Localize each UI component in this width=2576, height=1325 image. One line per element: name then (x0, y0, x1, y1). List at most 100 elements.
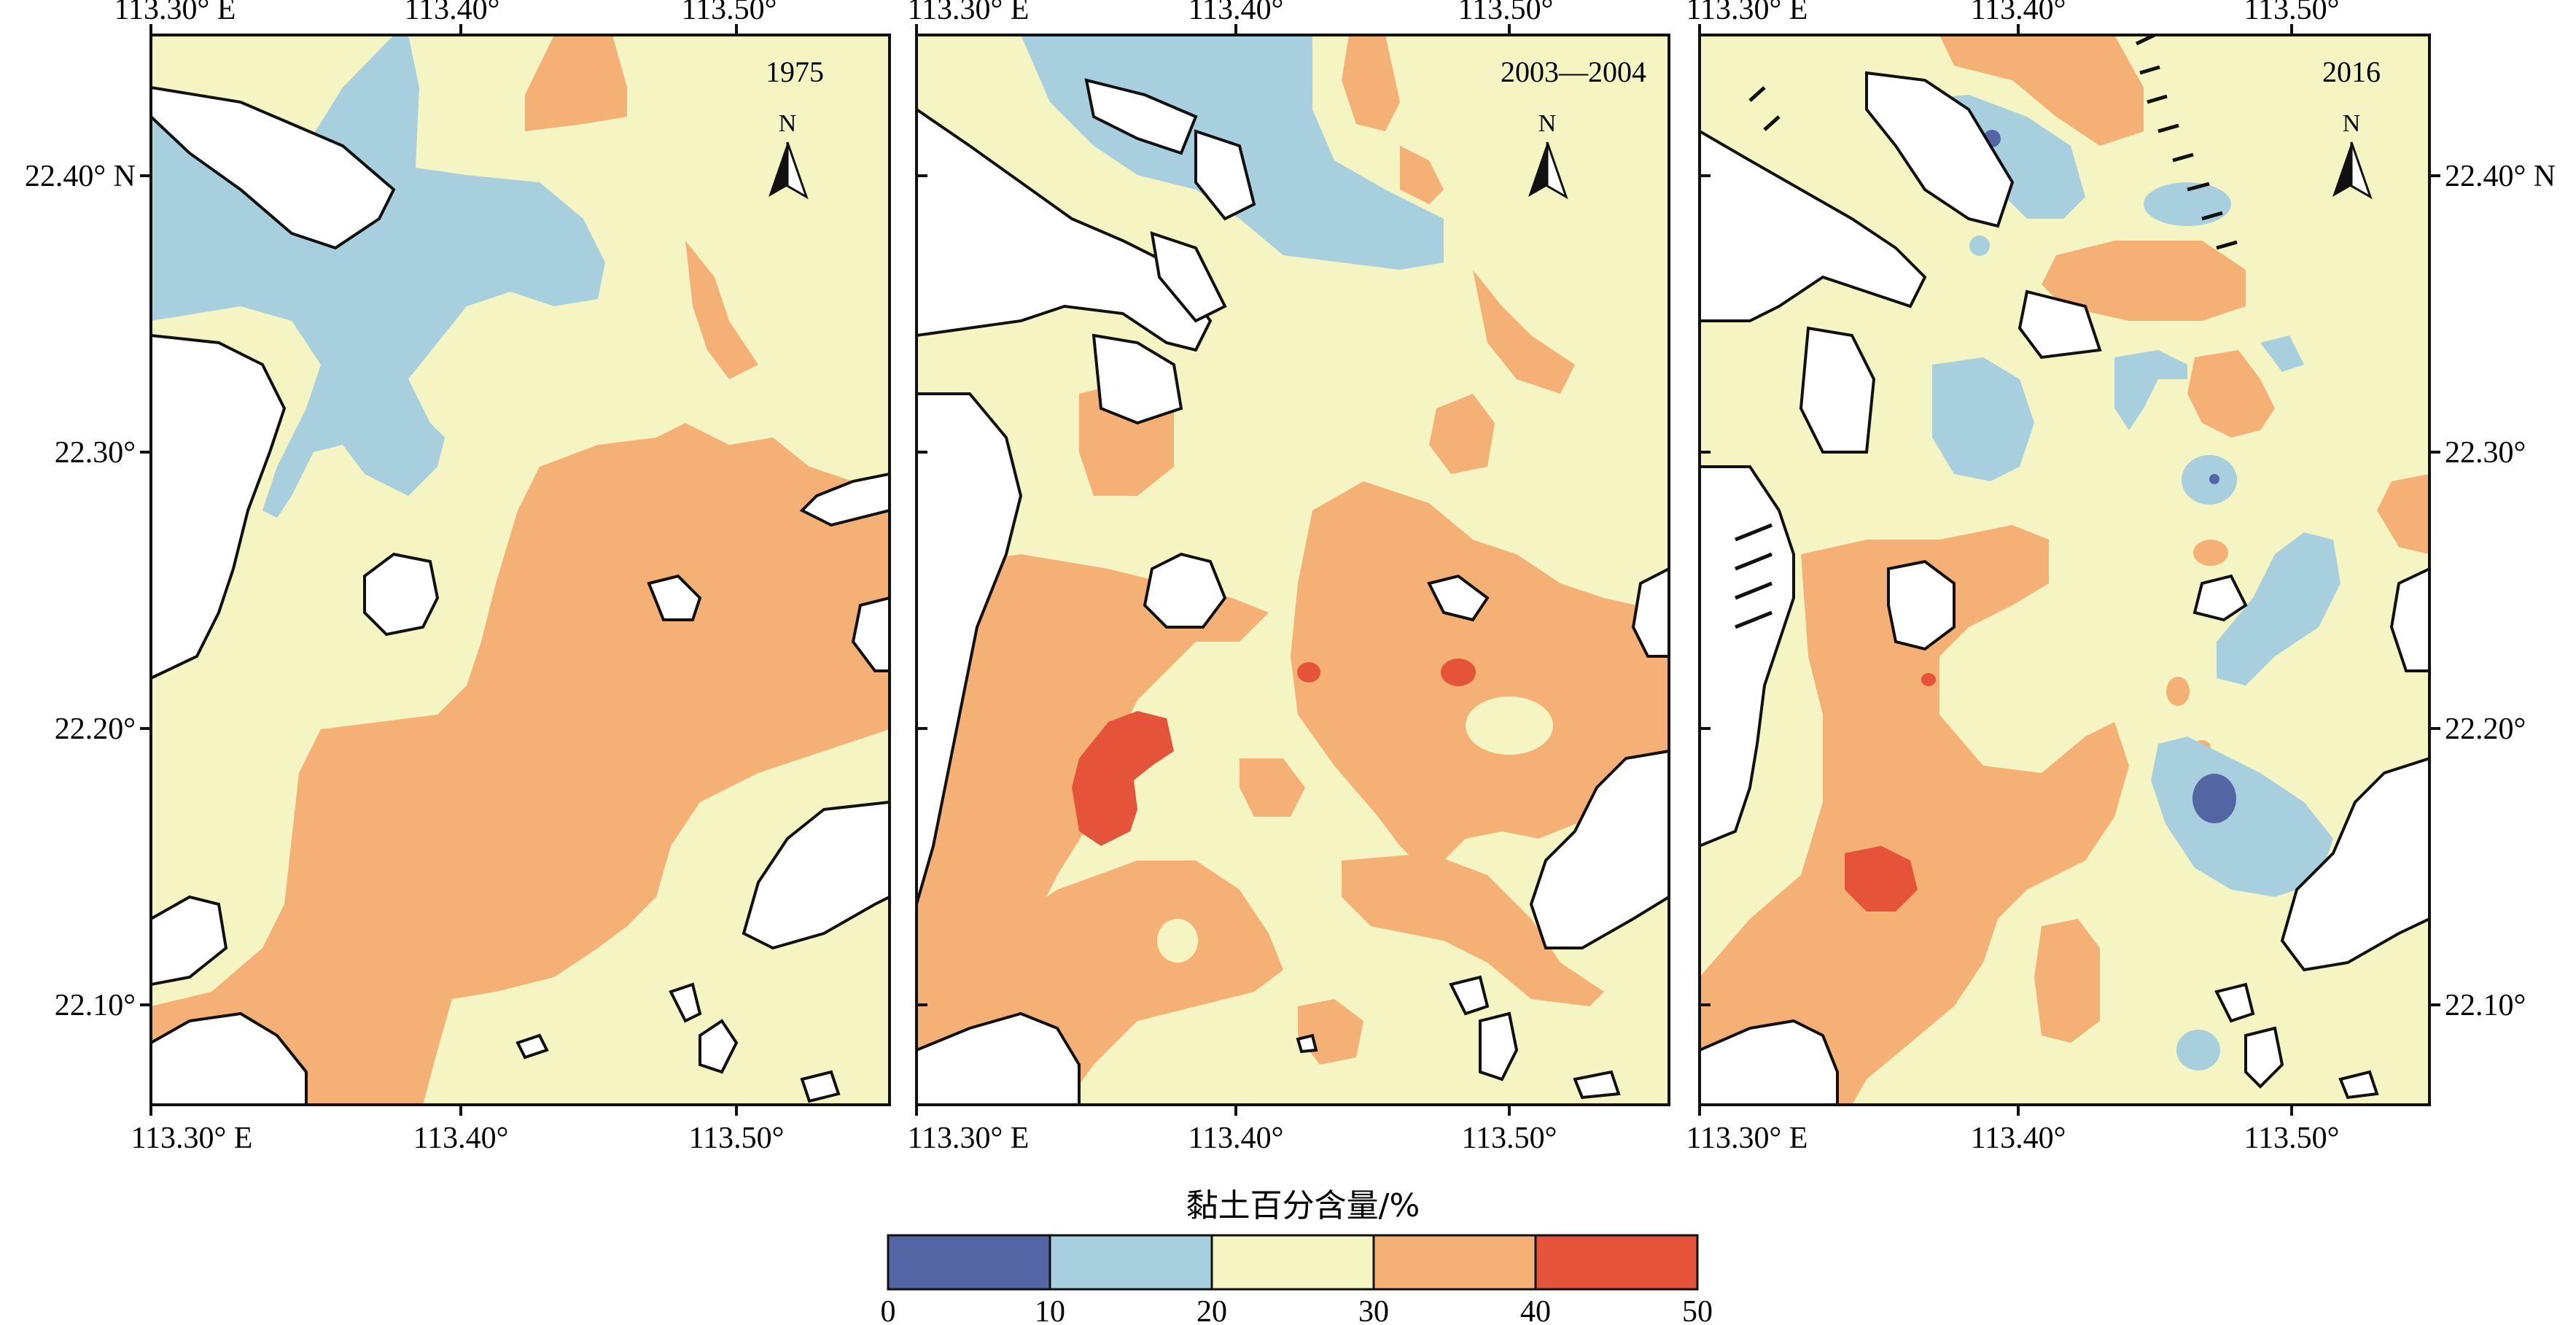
legend-tick-label: 30 (1358, 1295, 1389, 1325)
land-island (1865, 71, 2015, 228)
clay-30-40-zone (1400, 146, 1444, 204)
land-island (2338, 1070, 2379, 1100)
lon-label: 113.50° (689, 1122, 785, 1155)
land-island (1449, 975, 1490, 1016)
lon-label: 113.50° (2244, 0, 2340, 26)
legend-swatch-30-40 (1372, 1234, 1537, 1291)
panel-frame (1698, 34, 2431, 1106)
clay-10-20-zone (151, 35, 605, 518)
legend-tick-label: 40 (1520, 1295, 1551, 1325)
clay-30-40-zone (685, 241, 758, 379)
map-panel-2003-2004: 2003—2004 N (915, 34, 1670, 1106)
land-west-coast (151, 1011, 308, 1105)
axis-ticks (140, 24, 2440, 1116)
land-west-coast (151, 85, 396, 250)
lon-label: 113.50° (2244, 1122, 2340, 1155)
clay-30-40-zone (1473, 270, 1575, 394)
lon-label: 113.30° E (1686, 1122, 1808, 1155)
land-island (2017, 290, 2102, 360)
lon-label: 113.40° (405, 0, 500, 26)
legend: 黏土百分含量/% 0 10 20 30 40 50 (881, 1187, 1713, 1325)
land-east-coast (2389, 567, 2429, 672)
lat-label: 22.40° N (2445, 160, 2556, 193)
clay-30-40-zone (1291, 481, 1669, 875)
land-island (1194, 129, 1256, 221)
land-east-coast (799, 472, 890, 527)
lon-labels-top: 113.30° E 113.40° 113.50° 113.30° E 113.… (114, 0, 2340, 26)
panel-frame (915, 34, 1670, 1106)
legend-tick-label: 10 (1035, 1295, 1065, 1325)
clay-10-20-zone (2260, 335, 2304, 372)
clay-30-40-zone (525, 35, 627, 131)
lat-label: 22.40° N (25, 160, 136, 193)
clay-40-50-zone (1845, 846, 1918, 912)
clay-40-50-zone (1072, 711, 1174, 846)
panel-label: 2016 (2322, 55, 2381, 88)
lon-label: 113.30° E (114, 0, 236, 26)
north-arrow-icon (786, 141, 809, 200)
legend-swatch-40-50 (1534, 1234, 1699, 1291)
lon-labels-bottom: 113.30° E 113.40° 113.50° 113.30° E 113.… (131, 1122, 2340, 1155)
lat-labels-left: 22.40° N 22.30° 22.20° 22.10° (25, 160, 136, 1022)
land-east-coast (742, 800, 890, 950)
clay-20-30-zone (1157, 919, 1198, 963)
clay-30-40-zone (1342, 35, 1400, 131)
clay-30-40-zone (2377, 474, 2429, 554)
land-island (1479, 1011, 1519, 1081)
lon-label: 113.50° (1458, 0, 1554, 26)
land-east-coast (1529, 749, 1669, 949)
land-island (1573, 1070, 1621, 1100)
clay-30-40-zone (1240, 758, 1305, 817)
clay-30-40-zone (2042, 241, 2246, 321)
map-panel-2016: 2016 N (1698, 34, 2431, 1106)
north-arrow: N (1528, 110, 1568, 200)
north-arrow-label: N (1538, 110, 1557, 137)
land-island (699, 1019, 739, 1074)
land-island (1150, 231, 1227, 323)
legend-swatches (887, 1234, 1699, 1291)
lon-label: 113.40° (413, 1122, 509, 1155)
land-island (1887, 559, 1956, 651)
land-east-coast (2280, 756, 2429, 972)
clay-20-30-zone (1466, 696, 1553, 755)
clay-40-50-zone (1921, 673, 1936, 686)
land-west-coast (1700, 1019, 1839, 1105)
clay-10-20-zone (2151, 737, 2333, 897)
lat-label: 22.30° (55, 436, 136, 470)
lat-label: 22.20° (55, 712, 136, 746)
land-island (1296, 1033, 1318, 1054)
land-island (2244, 1026, 2284, 1089)
legend-tick-label: 20 (1196, 1295, 1227, 1325)
land-east-coast (851, 596, 890, 672)
land-island (800, 1070, 841, 1103)
lat-labels-right: 22.40° N 22.30° 22.20° 22.10° (2445, 160, 2556, 1022)
lat-label: 22.10° (2445, 989, 2526, 1022)
clay-40-50-zone (1297, 662, 1320, 683)
clay-30-40-zone (151, 423, 890, 1105)
clay-30-40-zone (2187, 350, 2275, 438)
land-island (669, 982, 702, 1023)
land-west-coast (917, 107, 1213, 352)
panel-label: 2003—2004 (1501, 55, 1646, 88)
north-arrow-icon (2350, 141, 2373, 200)
north-arrow: N (768, 110, 809, 200)
clay-10-20-zone (1932, 357, 2034, 481)
lon-label: 113.50° (682, 0, 777, 26)
lon-label: 113.50° (1462, 1122, 1557, 1155)
clay-30-40-zone (1429, 394, 1495, 474)
legend-tick-label: 0 (881, 1295, 896, 1325)
lat-label: 22.10° (55, 989, 136, 1022)
land-west-coast (917, 1011, 1081, 1105)
lon-label: 113.30° E (908, 0, 1030, 26)
land-island (647, 574, 702, 621)
land-island (1799, 326, 1876, 454)
land-west-coast (151, 333, 287, 680)
clay-10-20-zone (2217, 532, 2340, 685)
land-island (2214, 982, 2255, 1023)
clay-10-20-zone (1969, 236, 1990, 256)
lat-label: 22.20° (2445, 712, 2526, 746)
north-arrow-icon (2332, 142, 2351, 197)
north-arrow: N (2332, 110, 2373, 200)
north-arrow-icon (1546, 141, 1568, 200)
